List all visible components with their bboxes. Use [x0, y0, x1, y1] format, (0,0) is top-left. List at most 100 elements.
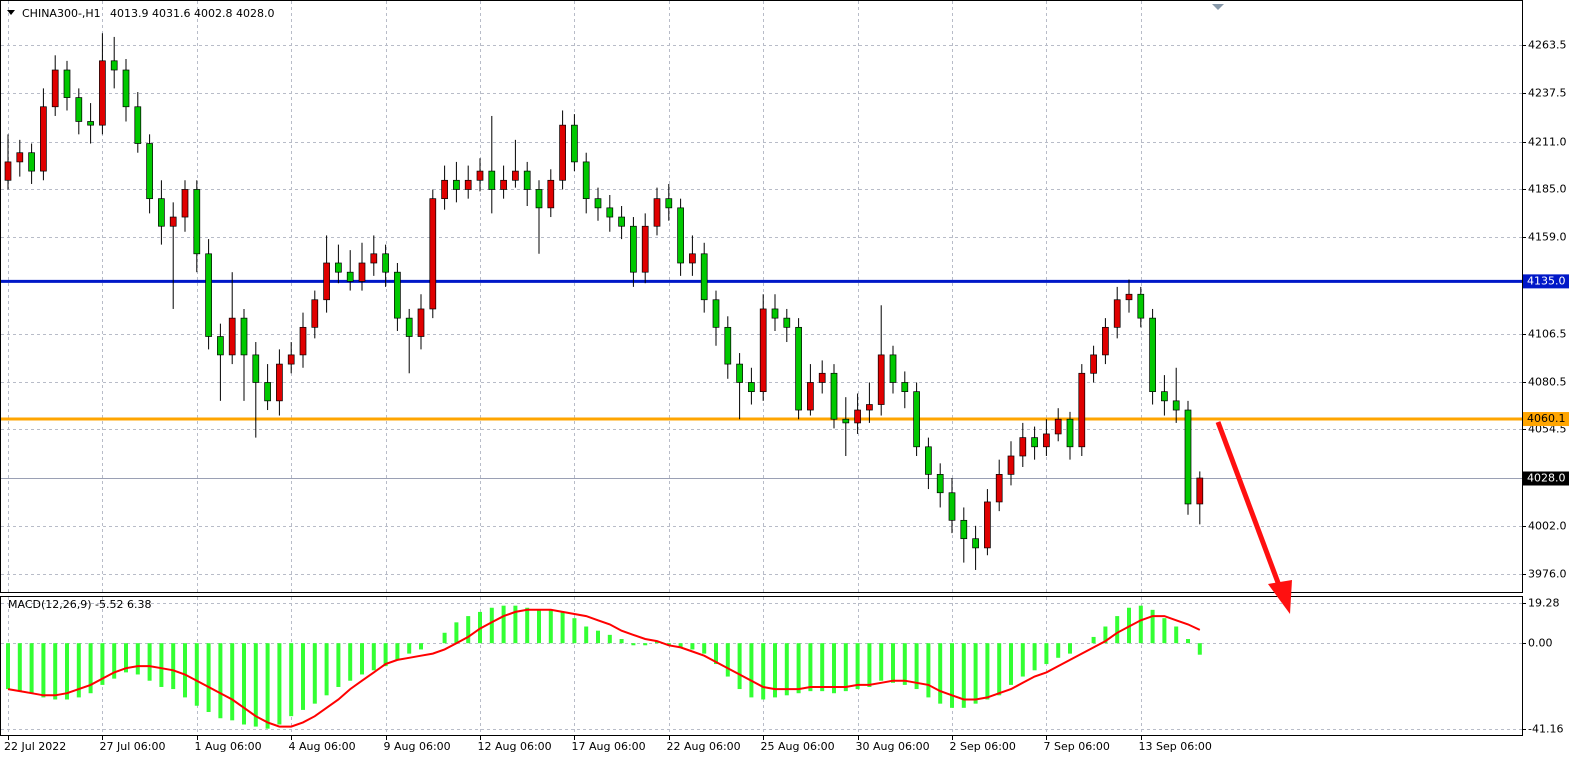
macd-bar	[454, 622, 459, 644]
macd-bar	[560, 611, 565, 644]
x-tick-label: 9 Aug 06:00	[384, 740, 451, 753]
candle-body	[193, 189, 201, 255]
candle-body	[382, 253, 389, 273]
x-tick-label: 25 Aug 06:00	[761, 740, 835, 753]
candle-body	[28, 152, 35, 172]
candle-body	[877, 354, 885, 405]
macd-bar	[548, 609, 553, 644]
macd-bar	[1162, 618, 1167, 644]
candle-body	[370, 253, 378, 264]
macd-bar	[725, 643, 730, 677]
macd-bar	[147, 643, 152, 681]
macd-bar	[784, 643, 789, 696]
candle-body	[99, 60, 106, 126]
shift-marker	[1212, 4, 1224, 10]
candle-body	[795, 326, 802, 411]
y-tick-label: 4002.0	[1528, 520, 1567, 533]
macd-bar	[678, 643, 683, 648]
macd-bar	[537, 609, 541, 644]
macd-bar	[666, 643, 671, 646]
macd-bar	[17, 643, 22, 692]
x-tick-label: 27 Jul 06:00	[100, 740, 166, 753]
x-tick-label: 22 Jul 2022	[4, 740, 66, 753]
candle-body	[252, 354, 260, 383]
y-tick-label: 0.00	[1528, 637, 1553, 650]
x-tick-label: 22 Aug 06:00	[667, 740, 741, 753]
y-tick-label: 4159.0	[1528, 231, 1567, 244]
candle-body	[1054, 418, 1062, 435]
candle-body	[759, 308, 767, 393]
candle-body	[1078, 372, 1086, 448]
candle-body	[429, 198, 437, 310]
candle-body	[854, 409, 861, 424]
macd-bar	[914, 643, 919, 690]
menu-triangle	[7, 10, 15, 15]
x-tick-label: 7 Sep 06:00	[1044, 740, 1110, 753]
ohlc-label: 4013.9 4031.6 4002.8 4028.0	[110, 7, 274, 20]
macd-bar	[761, 643, 766, 700]
macd-bar	[395, 643, 400, 660]
macd-bar	[112, 643, 117, 679]
macd-bar	[1138, 605, 1143, 644]
candle-body	[535, 189, 543, 209]
candle-body	[264, 382, 271, 402]
macd-bar	[796, 643, 801, 694]
macd-bar	[1091, 636, 1096, 644]
candle-body	[311, 299, 319, 328]
macd-bar	[1197, 643, 1202, 655]
symbol-title: CHINA300-,H1	[22, 7, 101, 20]
macd-bar	[619, 639, 624, 644]
y-tick-label: 4237.5	[1528, 87, 1567, 100]
candle-body	[464, 179, 472, 190]
level-label-box	[1523, 412, 1569, 427]
macd-bar	[855, 643, 860, 690]
candle-body	[1102, 326, 1109, 356]
macd-bar	[1009, 643, 1013, 685]
candle-body	[217, 336, 224, 356]
macd-bar	[230, 643, 235, 721]
macd-bar	[513, 605, 518, 644]
candle-body	[748, 382, 755, 393]
macd-bar	[442, 632, 447, 644]
main-panel	[0, 0, 1523, 593]
candle-body	[488, 170, 496, 190]
candle-body	[240, 317, 248, 356]
macd-bar	[194, 643, 199, 706]
macd-bar	[973, 643, 978, 704]
candle-body	[677, 207, 684, 264]
macd-bar	[218, 643, 223, 719]
candle-body	[205, 253, 212, 337]
macd-bar	[419, 643, 423, 650]
x-tick-label: 17 Aug 06:00	[572, 740, 646, 753]
candle-body	[547, 179, 555, 209]
macd-bar	[1115, 616, 1120, 644]
candle-body	[323, 262, 330, 301]
candle-body	[169, 216, 177, 227]
candle-body	[559, 124, 566, 181]
candle-body	[1196, 477, 1204, 505]
macd-bar	[1020, 643, 1025, 677]
x-tick-label: 1 Aug 06:00	[195, 740, 262, 753]
macd-bar	[773, 643, 777, 698]
x-tick-label: 4 Aug 06:00	[289, 740, 356, 753]
y-tick-label: 4080.5	[1528, 376, 1567, 389]
signal-line	[7, 608, 1201, 728]
macd-bar	[891, 643, 895, 683]
candle-body	[901, 382, 909, 393]
macd-bar	[253, 643, 258, 727]
candle-body	[441, 179, 448, 200]
macd-bar	[631, 643, 636, 646]
candle-body	[1137, 293, 1145, 319]
candle-body	[1066, 418, 1074, 448]
macd-bar	[29, 643, 34, 694]
macd-bar	[938, 643, 943, 704]
candle-body	[335, 262, 342, 273]
candle-body	[134, 106, 142, 144]
macd-bar	[1150, 609, 1155, 644]
candle-body	[500, 179, 507, 190]
candle-body	[122, 69, 130, 108]
candle-body	[736, 363, 743, 383]
candle-body	[51, 69, 59, 108]
